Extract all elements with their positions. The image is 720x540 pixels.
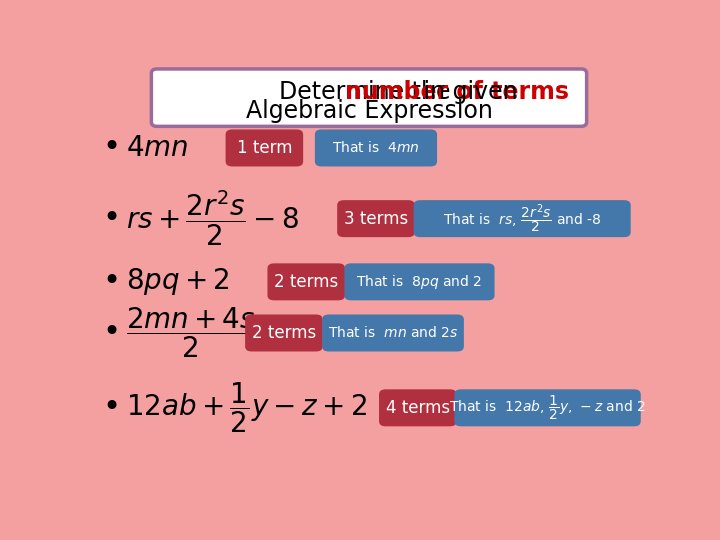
FancyBboxPatch shape <box>344 264 495 300</box>
FancyBboxPatch shape <box>337 200 415 237</box>
Text: •: • <box>102 393 120 422</box>
Text: $8pq + 2$: $8pq + 2$ <box>126 266 230 298</box>
Text: That is  $12ab,\,\dfrac{1}{2}y,\,-z$ and 2: That is $12ab,\,\dfrac{1}{2}y,\,-z$ and … <box>449 394 646 422</box>
Text: $4mn$: $4mn$ <box>126 134 189 162</box>
FancyBboxPatch shape <box>413 200 631 237</box>
Text: 4 terms: 4 terms <box>386 399 450 417</box>
FancyBboxPatch shape <box>322 314 464 352</box>
Text: 2 terms: 2 terms <box>274 273 338 291</box>
Text: That is  $mn$ and $2s$: That is $mn$ and $2s$ <box>328 326 458 341</box>
FancyBboxPatch shape <box>245 314 323 352</box>
Text: in given: in given <box>416 80 518 104</box>
FancyBboxPatch shape <box>267 264 345 300</box>
Text: 3 terms: 3 terms <box>344 210 408 228</box>
FancyBboxPatch shape <box>315 130 437 166</box>
Text: Algebraic Expression: Algebraic Expression <box>246 98 492 123</box>
FancyBboxPatch shape <box>379 389 456 427</box>
Text: That is  $8pq$ and 2: That is $8pq$ and 2 <box>356 273 482 291</box>
Text: •: • <box>102 267 120 296</box>
Text: That is  $4mn$: That is $4mn$ <box>332 140 420 156</box>
Text: Determine the: Determine the <box>279 80 458 104</box>
FancyBboxPatch shape <box>225 130 303 166</box>
Text: number of terms: number of terms <box>346 80 570 104</box>
Text: That is  $rs,\, \dfrac{2r^2s}{2}$ and -8: That is $rs,\, \dfrac{2r^2s}{2}$ and -8 <box>443 202 601 235</box>
Text: $\dfrac{2mn+4s}{2}$: $\dfrac{2mn+4s}{2}$ <box>126 306 256 360</box>
Text: •: • <box>102 133 120 163</box>
Text: •: • <box>102 204 120 233</box>
Text: •: • <box>102 319 120 348</box>
Text: 1 term: 1 term <box>237 139 292 157</box>
FancyBboxPatch shape <box>151 69 587 126</box>
FancyBboxPatch shape <box>454 389 641 427</box>
Text: $12ab + \dfrac{1}{2}y - z + 2$: $12ab + \dfrac{1}{2}y - z + 2$ <box>126 381 367 435</box>
Text: $rs + \dfrac{2r^2s}{2} - 8$: $rs + \dfrac{2r^2s}{2} - 8$ <box>126 189 300 248</box>
Text: 2 terms: 2 terms <box>252 324 316 342</box>
